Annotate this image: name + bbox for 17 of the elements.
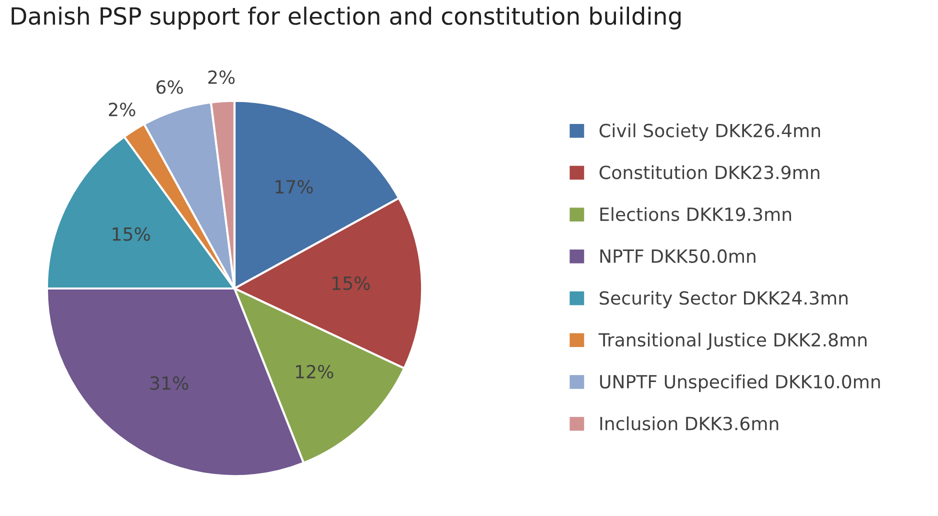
legend-label: Elections DKK19.3mn (600, 207, 792, 222)
data-label: 6% (156, 80, 183, 94)
data-label: 15% (112, 227, 150, 241)
data-label: 31% (150, 376, 188, 390)
data-label: 2% (208, 70, 235, 84)
legend-label: Civil Society DKK26.4mn (600, 123, 820, 141)
data-label: 15% (332, 276, 370, 290)
legend-label: Inclusion DKK3.6mn (600, 416, 778, 430)
legend-label: NPTF DKK50.0mn (600, 249, 756, 263)
legend-label: Constitution DKK23.9mn (600, 165, 820, 180)
legend-label: Security Sector DKK24.3mn (600, 290, 848, 308)
chart-title: Danish PSP support for election and constitution building (12, 6, 681, 30)
data-label: 2% (108, 102, 136, 116)
legend-label: UNPTF Unspecified DKK10.0mn (600, 374, 880, 392)
data-label: 12% (296, 364, 334, 379)
legend-label: Transitional Justice DKK2.8mn (598, 332, 867, 350)
data-label: 17% (276, 180, 313, 194)
